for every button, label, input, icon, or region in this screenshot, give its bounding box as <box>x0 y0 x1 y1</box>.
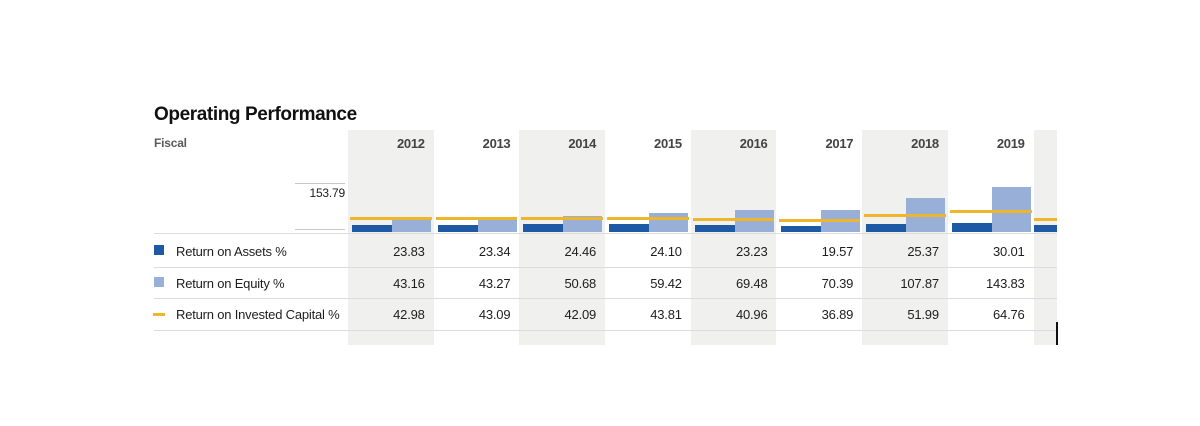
roe-bar-2016 <box>734 210 774 232</box>
roe-bar-2013 <box>477 218 517 232</box>
year-column-band: 2015 <box>605 130 691 345</box>
partial-column-band <box>1033 130 1057 345</box>
value-cell-2019: 64.76 <box>993 307 1025 322</box>
roa-bar-2015 <box>609 224 650 232</box>
value-cell-2014: 42.09 <box>564 307 597 322</box>
table-separator <box>154 298 1057 299</box>
value-cell-2018: 51.99 <box>907 307 939 322</box>
y-axis-max-tick <box>295 183 345 184</box>
table-separator <box>154 233 1057 234</box>
legend-label-roe: Return on Equity % <box>176 276 285 291</box>
year-column-band: 2014 <box>519 130 606 345</box>
roic-line-2016 <box>692 217 775 221</box>
value-cell-2015: 24.10 <box>650 244 682 259</box>
year-header-2013: 2013 <box>482 136 511 151</box>
value-cell-2018: 107.87 <box>900 276 939 291</box>
table-separator <box>154 267 1057 268</box>
year-column-band: 2019 <box>948 130 1034 345</box>
roe-bar-2019 <box>991 187 1031 232</box>
roa-bar-2017 <box>780 225 821 232</box>
year-header-2012: 2012 <box>396 136 425 151</box>
value-cell-2012: 43.16 <box>393 276 425 291</box>
value-cell-2013: 43.09 <box>478 307 511 322</box>
value-cell-2014: 24.46 <box>564 244 597 259</box>
roic-line-2019 <box>949 210 1032 214</box>
year-column-band: 2012 <box>348 130 434 345</box>
year-column-band: 2018 <box>862 130 948 345</box>
roa-legend-square-icon <box>154 245 164 255</box>
year-column-band: 2017 <box>777 130 863 345</box>
value-cell-2012: 23.83 <box>393 244 425 259</box>
year-header-2014: 2014 <box>568 136 597 151</box>
text-caret <box>1056 322 1058 345</box>
table-separator <box>154 330 1057 331</box>
value-cell-2012: 42.98 <box>393 307 425 322</box>
roic-line-2013 <box>435 217 518 221</box>
fiscal-axis-label: Fiscal <box>154 136 187 150</box>
roa-bar-2013 <box>437 224 478 232</box>
year-header-2016: 2016 <box>739 136 768 151</box>
value-cell-2016: 69.48 <box>735 276 768 291</box>
roa-bar-2018 <box>866 224 907 232</box>
value-cell-2016: 40.96 <box>735 307 768 322</box>
roic-line-partial <box>1033 218 1057 222</box>
roic-line-2017 <box>778 218 861 222</box>
roa-bar-2019 <box>951 222 992 232</box>
year-column-band: 2013 <box>434 130 520 345</box>
year-header-2018: 2018 <box>911 136 939 151</box>
legend-label-roa: Return on Assets % <box>176 244 287 259</box>
roic-line-2018 <box>864 214 946 218</box>
roa-bar-partial <box>1033 225 1057 232</box>
roe-legend-square-icon <box>154 277 164 287</box>
value-cell-2018: 25.37 <box>907 244 939 259</box>
value-cell-2016: 23.23 <box>735 244 768 259</box>
roic-line-2015 <box>607 216 689 220</box>
value-cell-2014: 50.68 <box>564 276 597 291</box>
roa-bar-2016 <box>694 224 735 232</box>
value-cell-2017: 70.39 <box>821 276 854 291</box>
value-cell-2017: 36.89 <box>821 307 854 322</box>
value-cell-2013: 23.34 <box>478 244 511 259</box>
y-axis-baseline-tick <box>295 229 345 230</box>
roa-bar-2014 <box>523 224 564 232</box>
roic-legend-dash-icon <box>153 313 165 316</box>
year-header-2017: 2017 <box>825 136 854 151</box>
value-cell-2019: 30.01 <box>993 244 1025 259</box>
year-column-band: 2016 <box>690 130 777 345</box>
roic-line-2012 <box>350 217 432 221</box>
roe-bar-2012 <box>392 218 431 232</box>
page-title: Operating Performance <box>154 104 357 125</box>
value-cell-2013: 43.27 <box>478 276 511 291</box>
value-cell-2019: 143.83 <box>986 276 1025 291</box>
year-header-2015: 2015 <box>654 136 682 151</box>
value-cell-2015: 43.81 <box>650 307 682 322</box>
roa-bar-2012 <box>352 224 392 232</box>
year-header-2019: 2019 <box>996 136 1025 151</box>
legend-label-roic: Return on Invested Capital % <box>176 307 340 322</box>
value-cell-2015: 59.42 <box>650 276 682 291</box>
value-cell-2017: 19.57 <box>821 244 854 259</box>
roic-line-2014 <box>521 217 604 221</box>
y-axis-max-label: 153.79 <box>309 186 345 200</box>
